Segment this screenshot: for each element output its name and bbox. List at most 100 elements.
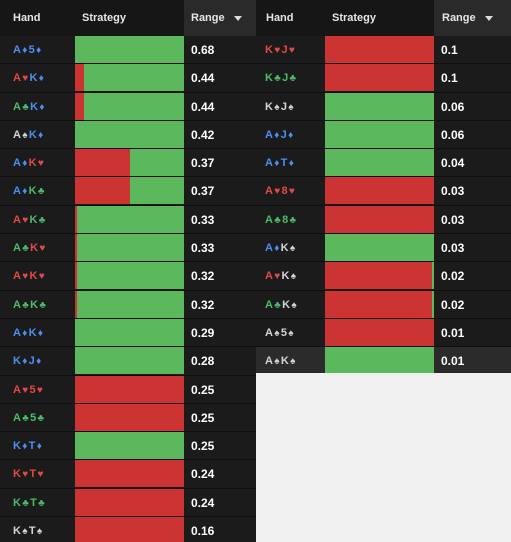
diamond-suit-icon: ♦ <box>22 45 28 56</box>
table-row[interactable]: A♦K♦ 0.29 <box>0 318 256 348</box>
strategy-bar[interactable] <box>75 149 184 177</box>
strategy-bar[interactable] <box>75 64 184 92</box>
table-row[interactable]: A♣K♥ 0.33 <box>0 234 256 263</box>
club-suit-icon: ♣ <box>22 299 30 311</box>
table-row[interactable]: K♦J♦ 0.28 <box>0 347 256 376</box>
table-row[interactable]: A♥5♥ 0.25 <box>0 375 256 404</box>
range-value: 0.04 <box>441 156 465 171</box>
table-row[interactable]: A♣5♣ 0.25 <box>0 403 256 433</box>
table-row[interactable]: A♣K♦ 0.44 <box>0 92 256 121</box>
diamond-suit-icon: ♦ <box>37 327 44 339</box>
club-suit-icon: ♣ <box>38 214 46 226</box>
range-value: 0.68 <box>191 43 215 57</box>
strategy-bar[interactable] <box>325 64 434 92</box>
table-row[interactable]: A♦K♣ 0.37 <box>0 177 256 206</box>
strategy-bar[interactable] <box>325 205 434 233</box>
strategy-column-header[interactable]: Strategy <box>82 12 127 24</box>
table-row[interactable]: A♦J♦ 0.06 <box>256 120 511 150</box>
hand-column-header[interactable]: Hand <box>13 12 41 24</box>
call-segment <box>75 347 184 375</box>
card: A♦ <box>13 44 28 56</box>
card: A♣ <box>265 214 281 226</box>
fold-segment <box>75 290 78 318</box>
strategy-bar[interactable] <box>325 318 434 346</box>
table-row[interactable]: A♠5♠ 0.01 <box>256 318 511 348</box>
table-row[interactable]: A♦5♦ 0.68 <box>0 36 256 65</box>
table-row[interactable]: A♥K♠ 0.02 <box>256 262 511 291</box>
fold-segment <box>75 64 84 92</box>
strategy-bar[interactable] <box>75 460 184 488</box>
hand-column-header[interactable]: Hand <box>266 12 294 24</box>
strategy-bar[interactable] <box>325 177 434 205</box>
hand-label: A♣K♣ <box>13 291 46 319</box>
table-row[interactable]: A♥K♥ 0.32 <box>0 262 256 291</box>
call-segment <box>77 290 184 318</box>
strategy-bar[interactable] <box>325 234 434 262</box>
table-row[interactable]: K♦T♦ 0.25 <box>0 432 256 461</box>
heart-suit-icon: ♥ <box>37 469 44 481</box>
range-value: 0.06 <box>441 99 465 114</box>
club-suit-icon: ♣ <box>22 412 30 424</box>
strategy-bar[interactable] <box>75 290 184 318</box>
card: A♥ <box>13 214 29 226</box>
card: A♠ <box>265 327 280 339</box>
card: J♦ <box>281 129 294 141</box>
card: A♦ <box>265 157 280 169</box>
sort-caret-icon[interactable] <box>233 15 242 21</box>
card: K♠ <box>281 355 296 367</box>
strategy-bar[interactable] <box>325 262 434 290</box>
table-row[interactable]: A♦T♦ 0.04 <box>256 149 511 178</box>
table-row[interactable]: A♥K♦ 0.44 <box>0 64 256 93</box>
strategy-bar[interactable] <box>75 403 184 431</box>
table-row[interactable]: K♠T♠ 0.16 <box>0 517 256 542</box>
hand-label: A♥K♦ <box>13 64 44 92</box>
strategy-bar[interactable] <box>75 488 184 516</box>
strategy-bar[interactable] <box>75 517 184 542</box>
strategy-bar[interactable] <box>75 347 184 375</box>
card-rank: J <box>28 355 36 368</box>
strategy-bar[interactable] <box>325 120 434 148</box>
table-row[interactable]: A♣K♠ 0.02 <box>256 290 511 319</box>
table-row[interactable]: A♥8♥ 0.03 <box>256 177 511 206</box>
strategy-bar[interactable] <box>325 290 434 318</box>
strategy-bar[interactable] <box>75 432 184 460</box>
strategy-bar[interactable] <box>325 347 434 373</box>
strategy-bar[interactable] <box>325 92 434 120</box>
range-value: 0.42 <box>191 127 215 142</box>
table-row[interactable]: K♥J♥ 0.1 <box>256 36 511 65</box>
table-row[interactable]: K♣J♣ 0.1 <box>256 64 511 93</box>
table-row[interactable]: K♣T♣ 0.24 <box>0 488 256 518</box>
table-row[interactable]: A♠K♦ 0.42 <box>0 120 256 150</box>
card-rank: A <box>13 298 22 311</box>
range-column-header[interactable]: Range <box>184 0 256 36</box>
table-row[interactable]: A♣8♣ 0.03 <box>256 205 511 235</box>
range-column-header[interactable]: Range <box>434 0 511 36</box>
strategy-bar[interactable] <box>75 205 184 233</box>
strategy-bar[interactable] <box>75 234 184 262</box>
strategy-bar[interactable] <box>325 36 434 63</box>
strategy-bar[interactable] <box>75 177 184 205</box>
strategy-bar[interactable] <box>325 149 434 177</box>
card: 8♥ <box>282 185 296 197</box>
card: 8♣ <box>282 214 296 226</box>
range-value: 0.44 <box>191 71 215 86</box>
card-rank: T <box>280 157 288 170</box>
strategy-bar[interactable] <box>75 318 184 346</box>
table-row[interactable]: A♦K♠ 0.03 <box>256 234 511 263</box>
strategy-column-header[interactable]: Strategy <box>332 12 377 24</box>
table-row[interactable]: K♠J♠ 0.06 <box>256 92 511 121</box>
table-row[interactable]: K♥T♥ 0.24 <box>0 460 256 489</box>
table-row[interactable]: A♣K♣ 0.32 <box>0 290 256 319</box>
strategy-bar[interactable] <box>75 120 184 148</box>
strategy-bar[interactable] <box>75 375 184 403</box>
strategy-bar[interactable] <box>75 262 184 290</box>
sort-caret-icon[interactable] <box>484 15 493 21</box>
table-row[interactable]: A♥K♣ 0.33 <box>0 205 256 235</box>
strategy-bar[interactable] <box>75 36 184 63</box>
fold-segment <box>75 177 130 205</box>
table-row[interactable]: A♦K♥ 0.37 <box>0 149 256 178</box>
fold-segment <box>75 488 184 516</box>
table-row[interactable]: A♠K♠ 0.01 <box>256 347 511 373</box>
strategy-bar[interactable] <box>75 92 184 120</box>
fold-segment <box>75 205 78 233</box>
